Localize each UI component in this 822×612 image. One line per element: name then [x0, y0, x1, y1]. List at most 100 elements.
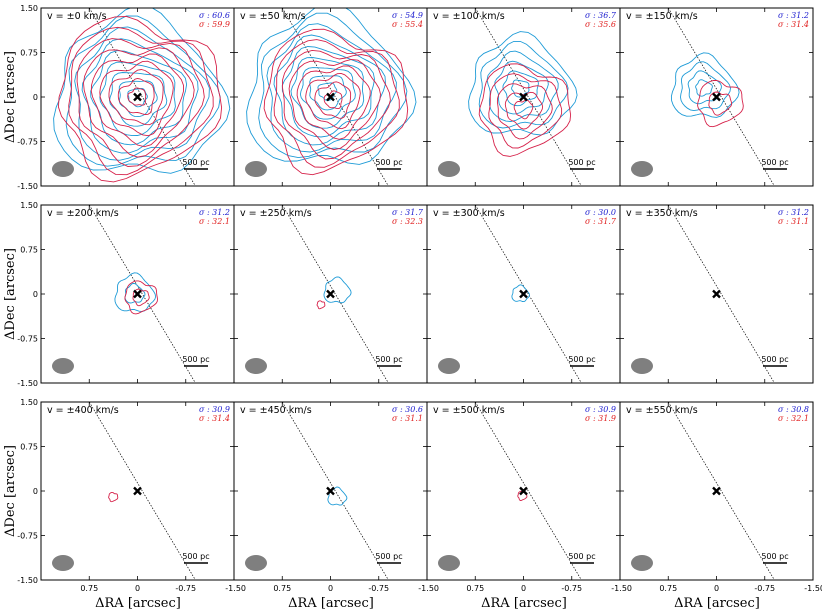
y-tick-label: -1.50: [17, 182, 38, 191]
blue-contour: [109, 72, 168, 127]
blue-contour: [290, 57, 365, 129]
sigma-blue-label: σ : 36.7: [585, 11, 617, 20]
beam-ellipse: [52, 161, 74, 177]
red-contour: [132, 288, 150, 307]
blue-contour: [81, 38, 199, 154]
sigma-blue-label: σ : 31.2: [778, 208, 809, 217]
panel-plot-area: 500 pc: [52, 8, 231, 186]
x-tick-label: -1.50: [611, 584, 632, 593]
nucleus-marker: [133, 486, 142, 496]
x-axis-label-col-3: ΔRA [arcsec]: [481, 596, 567, 611]
velocity-label: v = ±550 km/s: [626, 405, 698, 416]
nucleus-marker: [712, 92, 721, 102]
beam-ellipse: [631, 358, 653, 374]
sigma-red-label: σ : 31.4: [778, 20, 809, 29]
beam-ellipse: [631, 161, 653, 177]
y-axis-label-row-1: ΔDec [arcsec]: [3, 51, 18, 143]
red-contour: [323, 90, 343, 110]
velocity-label: v = ±450 km/s: [240, 405, 312, 416]
blue-contour: [327, 486, 348, 506]
beam-ellipse: [631, 555, 653, 571]
panel-plot-area: 500 pc: [245, 8, 417, 186]
y-tick-label: 0: [33, 290, 38, 299]
red-contour: [83, 47, 195, 158]
sigma-blue-label: σ : 31.2: [199, 208, 230, 217]
red-contour: [263, 28, 409, 176]
y-tick-label: 0.75: [20, 443, 38, 452]
blue-contour: [670, 52, 740, 118]
panel-plot-area: 500 pc: [245, 205, 403, 383]
major-axis-line: [667, 8, 775, 186]
blue-contour: [258, 12, 408, 159]
blue-contour: [53, 8, 231, 174]
beam-ellipse: [52, 358, 74, 374]
sigma-blue-label: σ : 54.9: [392, 11, 423, 20]
x-tick-label: 0.75: [273, 584, 291, 593]
sigma-red-label: σ : 32.1: [199, 217, 230, 226]
x-tick-label: -0.75: [561, 584, 582, 593]
red-contour: [513, 99, 534, 120]
red-contour: [496, 83, 553, 140]
sigma-red-label: σ : 31.7: [585, 217, 617, 226]
red-contour: [504, 91, 544, 130]
y-tick-label: 1.50: [20, 398, 38, 407]
y-tick-label: 0: [33, 487, 38, 496]
blue-contour: [687, 70, 722, 105]
blue-contour: [468, 31, 578, 136]
blue-contour: [323, 276, 352, 304]
blue-contour: [309, 75, 347, 111]
panel-12: 500 pc v = ±550 km/s σ : 30.8σ : 32.1 0.75 0…: [619, 401, 822, 593]
major-axis-line: [88, 402, 196, 580]
y-tick-label: 0.75: [20, 49, 38, 58]
beam-ellipse: [438, 161, 460, 177]
x-tick-label: -0.75: [368, 584, 389, 593]
y-tick-label: 0.75: [20, 246, 38, 255]
nucleus-marker: [519, 289, 528, 299]
red-contour: [57, 16, 223, 183]
scale-bar-label: 500 pc: [761, 355, 788, 364]
velocity-label: v = ±100 km/s: [433, 11, 505, 22]
major-axis-line: [88, 205, 196, 383]
blue-contour: [695, 79, 713, 97]
beam-ellipse: [52, 555, 74, 571]
major-axis-line: [474, 402, 582, 580]
x-tick-label: -1.50: [804, 584, 822, 593]
sigma-red-label: σ : 55.4: [392, 20, 423, 29]
major-axis-line: [281, 402, 389, 580]
panel-3: 500 pc v = ±100 km/s σ : 36.7σ : 35.6: [426, 7, 621, 187]
x-tick-label: 0: [714, 584, 719, 593]
nucleus-marker: [133, 289, 142, 299]
panel-plot-area: 500 pc: [52, 205, 210, 383]
velocity-label: v = ±400 km/s: [47, 405, 119, 416]
blue-contour: [478, 40, 569, 129]
panel-9: 500 pc v = ±400 km/s σ : 30.9σ : 31.4 1.50 0…: [17, 398, 246, 593]
red-contour: [68, 26, 214, 176]
x-tick-label: -0.75: [754, 584, 775, 593]
panel-plot-area: 500 pc: [631, 8, 789, 186]
red-contour: [305, 72, 361, 130]
panel-5: 500 pc v = ±200 km/s σ : 31.2σ : 32.1 1.50 0…: [17, 201, 235, 388]
sigma-red-label: σ : 31.4: [199, 414, 230, 423]
sigma-red-label: σ : 31.9: [585, 414, 616, 423]
nucleus-marker: [712, 289, 721, 299]
red-contour: [288, 58, 381, 151]
sigma-blue-label: σ : 30.0: [585, 208, 616, 217]
scale-bar-label: 500 pc: [568, 552, 595, 561]
velocity-label: v = ±150 km/s: [626, 11, 698, 22]
blue-contour: [266, 23, 397, 153]
panel-8: 500 pc v = ±350 km/s σ : 31.2σ : 31.1: [619, 204, 814, 384]
sigma-blue-label: σ : 30.6: [392, 405, 423, 414]
panel-11: 500 pc v = ±500 km/s σ : 30.9σ : 31.9 0.75 0…: [426, 401, 632, 593]
sigma-blue-label: σ : 31.2: [778, 11, 809, 20]
scale-bar-label: 500 pc: [568, 355, 595, 364]
sigma-red-label: σ : 59.9: [199, 20, 230, 29]
panel-plot-area: 500 pc: [438, 205, 596, 383]
red-contour: [488, 73, 563, 149]
panel-10: 500 pc v = ±450 km/s σ : 30.6σ : 31.1 0.75 0…: [233, 401, 439, 593]
beam-ellipse: [438, 358, 460, 374]
panel-plot-area: 500 pc: [631, 402, 789, 580]
sigma-blue-label: σ : 60.6: [199, 11, 230, 20]
x-tick-label: 0.75: [80, 584, 98, 593]
major-axis-line: [667, 205, 775, 383]
y-tick-label: -0.75: [17, 532, 38, 541]
